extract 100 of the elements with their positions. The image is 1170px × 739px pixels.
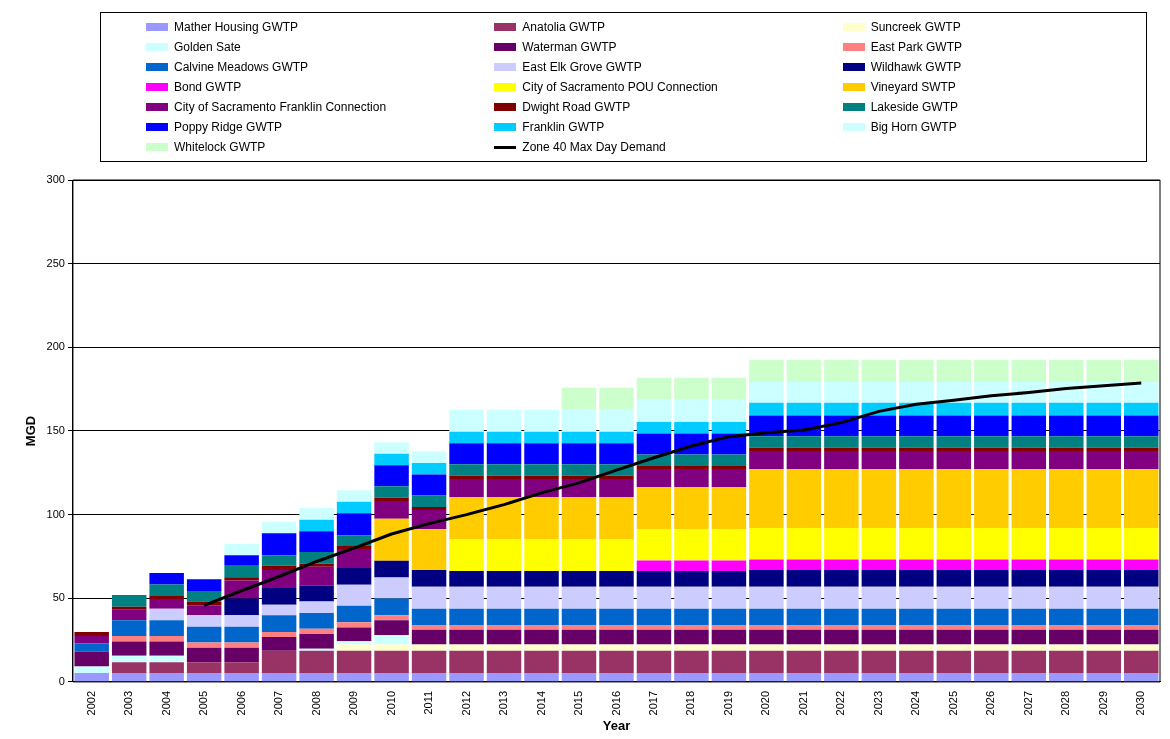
bar bbox=[1011, 672, 1047, 682]
bar bbox=[861, 528, 897, 560]
bar bbox=[749, 570, 784, 587]
bar bbox=[486, 629, 522, 645]
bar bbox=[486, 443, 522, 465]
x-tick-label: 2003 bbox=[122, 690, 135, 716]
bar bbox=[749, 644, 784, 651]
bar bbox=[599, 387, 634, 410]
bar bbox=[1124, 570, 1159, 587]
bar bbox=[261, 672, 297, 682]
bar bbox=[149, 596, 184, 599]
bar bbox=[1086, 586, 1122, 609]
bar bbox=[824, 625, 859, 630]
bar bbox=[261, 533, 297, 556]
bar bbox=[861, 559, 897, 570]
legend-label: Whitelock GWTP bbox=[174, 140, 266, 154]
bar bbox=[674, 454, 709, 466]
bar bbox=[1086, 644, 1122, 651]
bar bbox=[899, 559, 934, 570]
bar bbox=[749, 447, 784, 452]
bar bbox=[1124, 672, 1159, 682]
bar bbox=[186, 626, 222, 643]
bar bbox=[1124, 415, 1159, 437]
bar bbox=[1049, 586, 1084, 609]
bar bbox=[1086, 650, 1122, 673]
legend-label: Suncreek GWTP bbox=[870, 20, 961, 34]
bar bbox=[636, 399, 672, 422]
bar bbox=[299, 566, 334, 586]
bar bbox=[336, 567, 372, 585]
bar bbox=[374, 453, 409, 466]
bar bbox=[561, 625, 597, 630]
bar bbox=[599, 644, 634, 651]
bar bbox=[149, 636, 184, 642]
y-tick-label: 50 bbox=[52, 591, 65, 604]
bar bbox=[186, 672, 222, 682]
legend-label: Golden Sate bbox=[174, 40, 241, 54]
bar bbox=[374, 497, 409, 501]
bar bbox=[74, 643, 109, 652]
bar bbox=[374, 577, 409, 599]
bar bbox=[599, 443, 634, 465]
bar bbox=[524, 625, 559, 630]
bar bbox=[824, 359, 859, 382]
bar bbox=[149, 573, 184, 585]
bar bbox=[936, 559, 972, 570]
bar bbox=[1124, 381, 1159, 403]
bar bbox=[749, 359, 784, 382]
x-tick-label: 2010 bbox=[384, 690, 397, 716]
bar bbox=[711, 377, 747, 400]
bar bbox=[561, 629, 597, 645]
bar bbox=[224, 672, 259, 682]
bar bbox=[861, 451, 897, 469]
bar bbox=[786, 650, 822, 673]
bar bbox=[974, 625, 1009, 630]
x-tick-label: 2008 bbox=[309, 690, 322, 716]
bar bbox=[711, 608, 747, 626]
bar bbox=[749, 650, 784, 673]
bar bbox=[299, 519, 334, 532]
bar bbox=[524, 571, 559, 587]
bar bbox=[1011, 586, 1047, 609]
bar bbox=[261, 604, 297, 616]
bar bbox=[449, 625, 484, 630]
bar bbox=[636, 586, 672, 609]
bar bbox=[74, 651, 109, 667]
legend-label: City of Sacramento Franklin Connection bbox=[174, 100, 387, 114]
legend-label: East Elk Grove GWTP bbox=[522, 60, 642, 74]
legend-label: Waterman GWTP bbox=[522, 40, 617, 54]
bar bbox=[374, 635, 409, 645]
x-tick-label: 2028 bbox=[1059, 690, 1072, 716]
y-tick-label: 100 bbox=[46, 507, 65, 520]
bar bbox=[711, 465, 747, 470]
bar bbox=[261, 615, 297, 632]
bar bbox=[674, 421, 709, 434]
bar bbox=[936, 644, 972, 651]
bar bbox=[974, 402, 1009, 416]
bar bbox=[1011, 415, 1047, 437]
bar bbox=[486, 409, 522, 432]
bar bbox=[786, 586, 822, 609]
bar bbox=[299, 628, 334, 634]
bar bbox=[1124, 644, 1159, 651]
bar bbox=[711, 629, 747, 645]
bar bbox=[1011, 468, 1047, 528]
bar bbox=[936, 608, 972, 626]
bar bbox=[824, 468, 859, 528]
bar bbox=[524, 672, 559, 682]
bar bbox=[1049, 625, 1084, 630]
bar bbox=[1124, 650, 1159, 673]
bar bbox=[599, 586, 634, 609]
bar bbox=[599, 629, 634, 645]
bar bbox=[674, 629, 709, 645]
bar bbox=[899, 570, 934, 587]
legend-label: Poppy Ridge GWTP bbox=[174, 120, 283, 134]
bar bbox=[674, 608, 709, 626]
bar bbox=[861, 629, 897, 645]
bar bbox=[974, 650, 1009, 673]
bar bbox=[1124, 468, 1159, 528]
bar bbox=[1086, 402, 1122, 416]
bar bbox=[1086, 570, 1122, 587]
bar bbox=[749, 528, 784, 560]
x-tick-label: 2019 bbox=[721, 690, 734, 716]
bar bbox=[224, 615, 259, 627]
